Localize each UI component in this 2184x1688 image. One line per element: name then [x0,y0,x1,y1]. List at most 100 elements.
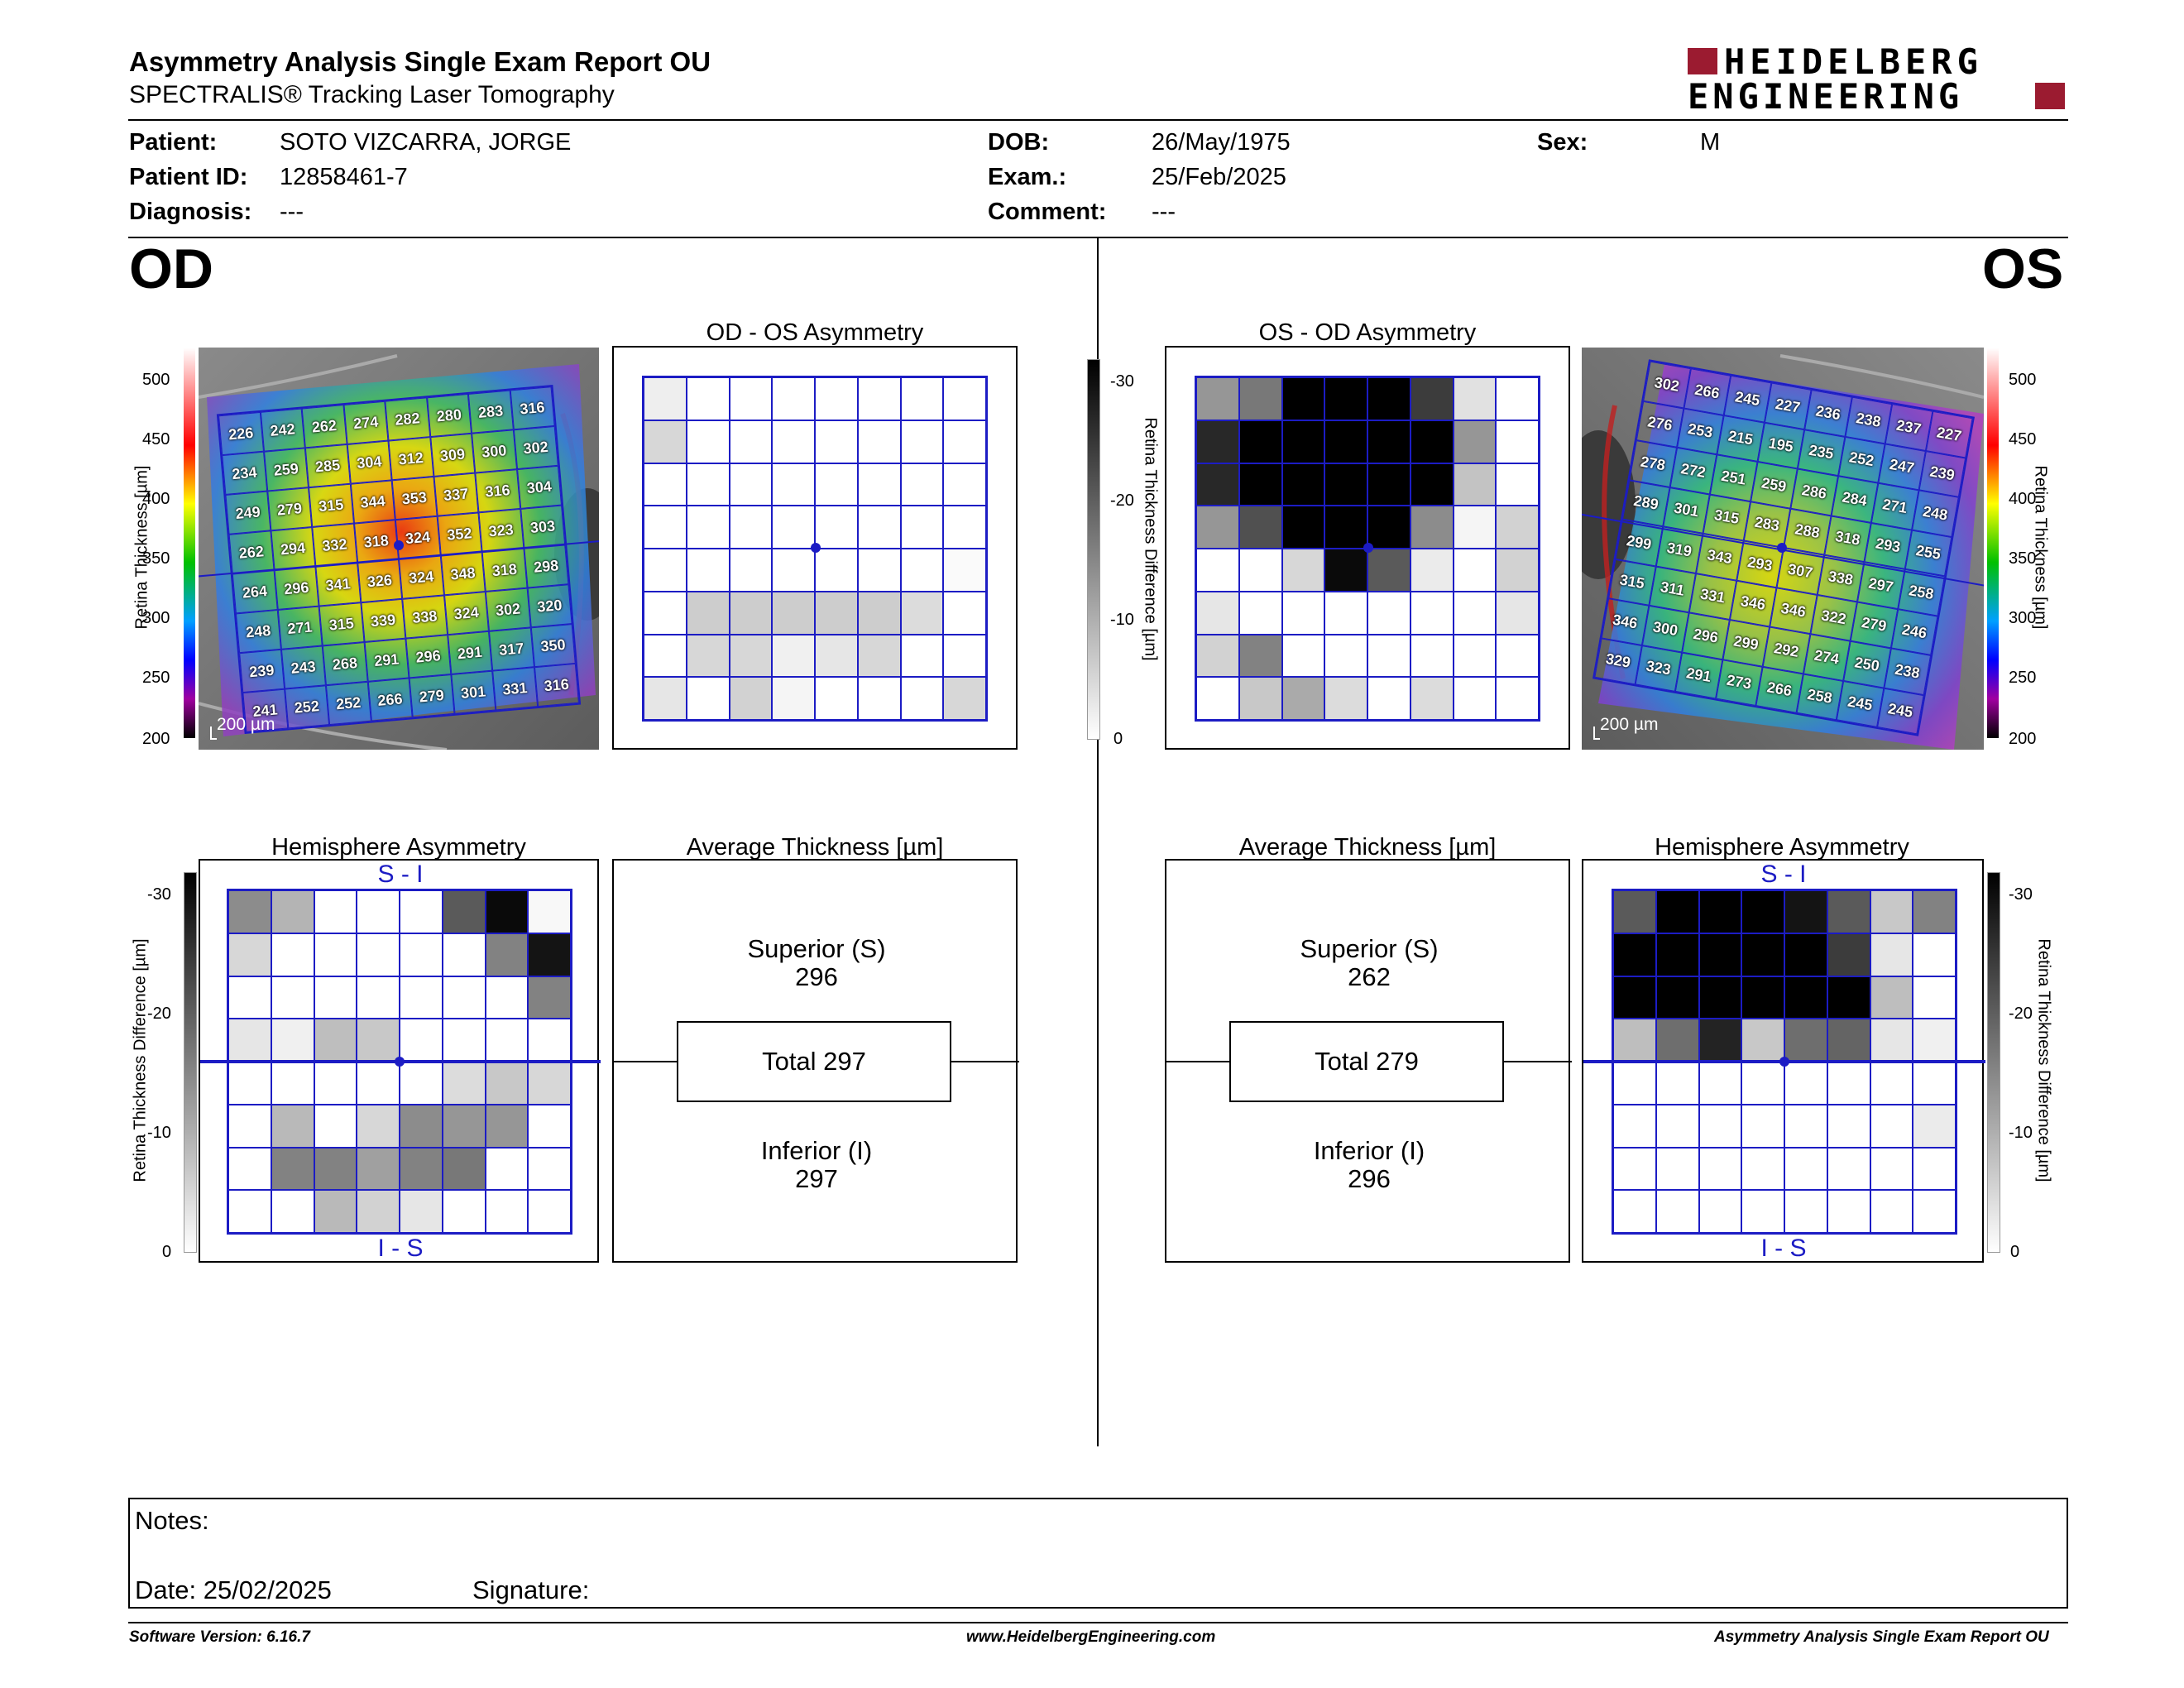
od-asym-cell [943,591,986,635]
os-asym-cell [1453,549,1497,592]
od-asym-cell [772,420,815,463]
od-hemi-cell [485,933,529,976]
report-title: Asymmetry Analysis Single Exam Report OU [129,46,711,77]
os-asym-cell [1324,677,1367,720]
os-thickness-cell: 300 [1641,605,1689,653]
os-asym-cell [1367,549,1410,592]
os-hemi-cell [1870,976,1913,1019]
od-asym-cell [900,420,944,463]
center-tick-10: -10 [1110,611,1134,629]
os-asym-cell [1238,549,1282,592]
od-hemi-cell [442,1019,486,1062]
os-avg-panel: Superior (S) 262 Total 279 Inferior (I) … [1165,859,1572,1263]
os-thickness-cell: 299 [1722,619,1770,667]
od-thickness-cell: 282 [385,397,430,441]
os-asym-cell [1196,506,1239,549]
signature-label: Signature: [472,1575,590,1604]
notes-box[interactable]: Notes: Date: 25/02/2025 Signature: [128,1498,2068,1609]
os-asym-cell [1196,463,1239,506]
od-hemi-cell [228,1062,271,1105]
od-thickness-cell: 312 [388,437,433,481]
od-hemi-axis-label: Retina Thickness Difference [µm] [131,938,150,1182]
od-hemi-tick-10: -10 [147,1124,171,1142]
os-thickness-cell: 318 [1823,515,1871,563]
os-tick-400: 400 [2009,490,2037,508]
os-thickness-cell: 284 [1831,476,1879,523]
od-hemi-cell [357,1104,400,1148]
od-hemi-cell [442,976,486,1019]
os-hemi-cell [1698,1190,1742,1233]
os-thickness-cell: 245 [1876,688,1924,735]
od-asym-cell [729,677,773,720]
os-scale-label: 200 µm [1600,715,1659,734]
os-asym-cell [1367,420,1410,463]
od-asym-cell [815,420,858,463]
os-thickness-cell: 311 [1648,565,1697,613]
os-tick-350: 350 [2009,549,2037,568]
os-thickness-cell: 302 [1643,361,1691,408]
os-thickness-cell: 251 [1709,454,1758,501]
od-thickness-cell: 332 [312,523,357,567]
od-thickness-colorbar [184,348,195,738]
os-asym-cell [1496,377,1539,420]
od-thickness-cell: 315 [318,602,365,646]
od-asym-cell [729,420,773,463]
os-hemi-cell [1913,890,1956,933]
os-thickness-cell: 346 [1770,587,1818,635]
od-tick-250: 250 [142,669,170,687]
os-hemi-cell [1655,1019,1699,1062]
os-hemi-cell [1784,1104,1827,1148]
os-hemi-cell [1827,1147,1870,1191]
os-asym-cell [1453,506,1497,549]
od-superior-label: Superior (S) [747,934,886,963]
os-asym-cell [1453,377,1497,420]
od-asym-cell [900,634,944,678]
os-asym-cell [1453,463,1497,506]
diagnosis-label: Diagnosis: [129,199,252,225]
od-asym-cell [644,463,687,506]
od-hemi-cell [442,1190,486,1233]
os-hemi-title: Hemisphere Asymmetry [1655,834,1909,861]
od-tick-450: 450 [142,430,170,448]
od-hemi-cell [271,1147,314,1191]
od-hemi-cell [228,1019,271,1062]
od-thickness-cell: 291 [447,631,493,675]
od-thickness-cell: 264 [232,570,278,614]
od-asym-cell [686,506,730,549]
os-asym-cell [1281,677,1325,720]
od-asym-cell [686,634,730,678]
os-asym-cell [1496,591,1539,635]
od-thickness-cell: 259 [263,448,309,492]
od-hemi-cell [442,1062,486,1105]
patient-id-label: Patient ID: [129,164,248,190]
od-thickness-cell: 339 [360,598,406,643]
od-label: OD [129,237,213,300]
sex-label: Sex: [1537,129,1588,156]
os-asym-cell [1196,377,1239,420]
os-thickness-cell: 323 [1635,645,1683,692]
od-asym-cell [772,634,815,678]
os-asym-cell [1324,506,1367,549]
os-asym-cell [1196,549,1239,592]
os-hemi-cell [1655,890,1699,933]
os-hemi-cell [1913,1147,1956,1191]
diagnosis-value: --- [280,199,304,225]
os-thickness-cell: 245 [1723,375,1771,423]
os-hemi-cell [1741,976,1784,1019]
os-asym-cell [1410,634,1454,678]
center-tick-30: -30 [1110,372,1134,391]
od-thickness-cell: 344 [350,480,395,524]
od-thickness-cell: 283 [467,390,514,434]
od-hemi-cell [357,1019,400,1062]
od-thickness-cell: 353 [391,476,438,520]
od-asym-cell [644,420,687,463]
os-asym-cell [1410,677,1454,720]
od-hemi-cell [228,933,271,976]
od-asym-cell [729,634,773,678]
os-scale-bar [1593,727,1600,740]
os-superior-label: Superior (S) [1300,934,1439,963]
od-thickness-cell: 242 [260,408,305,452]
od-hemi-cell [357,1190,400,1233]
os-thickness-cell: 258 [1796,673,1844,721]
od-inferior-value: 297 [795,1164,838,1193]
